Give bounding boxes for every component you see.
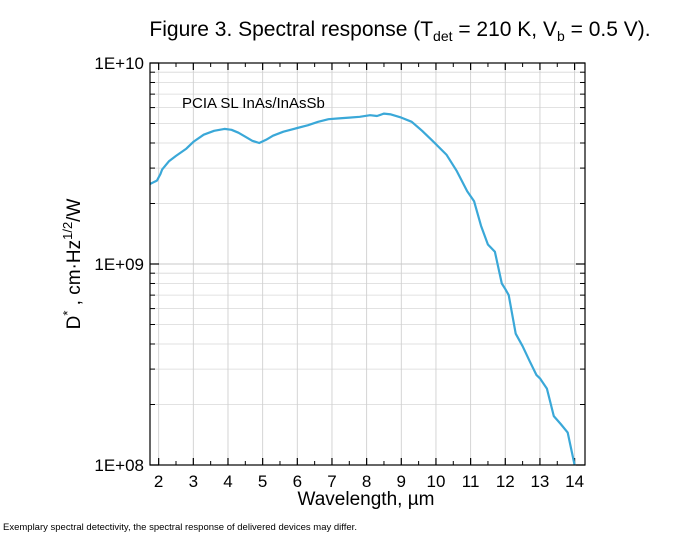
title-end: = 0.5 V). [564, 18, 651, 41]
detectivity-chart: 2 3 4 5 6 7 8 9 10 11 12 13 14 1E+08 1E+09 1E+10 PCIA S… [60, 54, 586, 510]
x-tick-label: 2 [154, 472, 163, 491]
x-axis-title: Wavelength, µm [298, 489, 435, 510]
y-title-main: D [64, 316, 85, 330]
x-tick-label: 14 [565, 472, 584, 491]
title-subscript-b: b [557, 28, 565, 45]
y-tick-label: 1E+09 [94, 255, 144, 274]
x-tick-label: 11 [462, 472, 480, 491]
x-tick-label: 4 [223, 472, 232, 491]
y-title-sup-half: 1/2 [60, 222, 75, 240]
x-tick-label: 8 [362, 472, 371, 491]
x-tick-label: 3 [189, 472, 198, 491]
x-tick-label: 5 [258, 472, 267, 491]
x-tick-label: 12 [496, 472, 515, 491]
footnote: Exemplary spectral detectivity, the spec… [3, 522, 357, 533]
x-tick-label: 6 [293, 472, 302, 491]
x-tick-label: 13 [530, 472, 549, 491]
chart-title: Figure 3. Spectral response (Tdet = 210 … [0, 18, 700, 44]
y-title-end: /W [64, 199, 85, 222]
title-mid: = 210 K, V [452, 18, 557, 41]
grid-layer [150, 62, 585, 466]
x-tick-label: 10 [426, 472, 445, 491]
plot-frame [149, 62, 586, 466]
y-axis-title: D* , cm·Hz1/2/W [60, 199, 85, 330]
y-tick-label: 1E+08 [94, 456, 144, 475]
detectivity-series-line [149, 112, 576, 466]
curve-annotation: PCIA SL InAs/InAsSb [182, 95, 325, 112]
y-title-mid: , cm·Hz [64, 240, 85, 311]
label-layer: 2 3 4 5 6 7 8 9 10 11 12 13 14 1E+08 1E+09 1E+10 [94, 54, 584, 491]
x-tick-label: 9 [397, 472, 406, 491]
x-tick-label: 7 [327, 472, 336, 491]
title-text: Figure 3. Spectral response (T [149, 18, 434, 41]
y-title-sup-star: * [60, 311, 75, 316]
title-subscript-det: det [433, 28, 453, 45]
tick-layer [150, 62, 585, 466]
y-tick-label: 1E+10 [94, 54, 144, 73]
